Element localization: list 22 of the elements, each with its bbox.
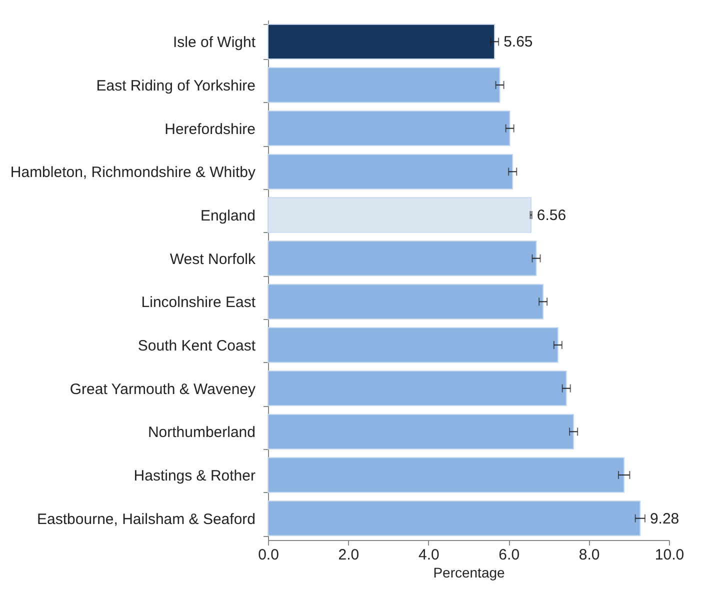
x-tick-label: 4.0: [418, 546, 440, 564]
y-tick-label: Herefordshire: [164, 120, 256, 138]
y-tick-label: Isle of Wight: [172, 34, 256, 52]
y-tick-label: Northumberland: [148, 424, 256, 442]
data-label: 6.56: [536, 207, 566, 224]
y-tick-label: Great Yarmouth & Waveney: [70, 380, 256, 398]
y-tick-label: Eastbourne, Hailsham & Seaford: [37, 510, 256, 528]
y-tick-label: Hambleton, Richmondshire & Whitby: [10, 164, 256, 182]
y-tick-label: South Kent Coast: [138, 338, 256, 354]
data-label: 9.28: [650, 510, 680, 528]
x-tick-label: 8.0: [578, 546, 600, 564]
x-tick-label: 10.0: [654, 546, 684, 564]
y-tick-label: East Riding of Yorkshire: [96, 78, 256, 94]
x-axis-title: Percentage: [433, 564, 506, 580]
y-tick-label: England: [200, 208, 256, 224]
x-tick-label: 2.0: [338, 546, 360, 564]
x-tick-label: 0.0: [258, 546, 279, 564]
x-tick-label: 6.0: [498, 546, 520, 564]
data-label: 5.65: [504, 34, 533, 51]
y-tick-label: Hastings & Rother: [134, 468, 256, 484]
y-tick-label: West Norfolk: [170, 250, 256, 268]
y-tick-label: Lincolnshire East: [141, 294, 256, 312]
